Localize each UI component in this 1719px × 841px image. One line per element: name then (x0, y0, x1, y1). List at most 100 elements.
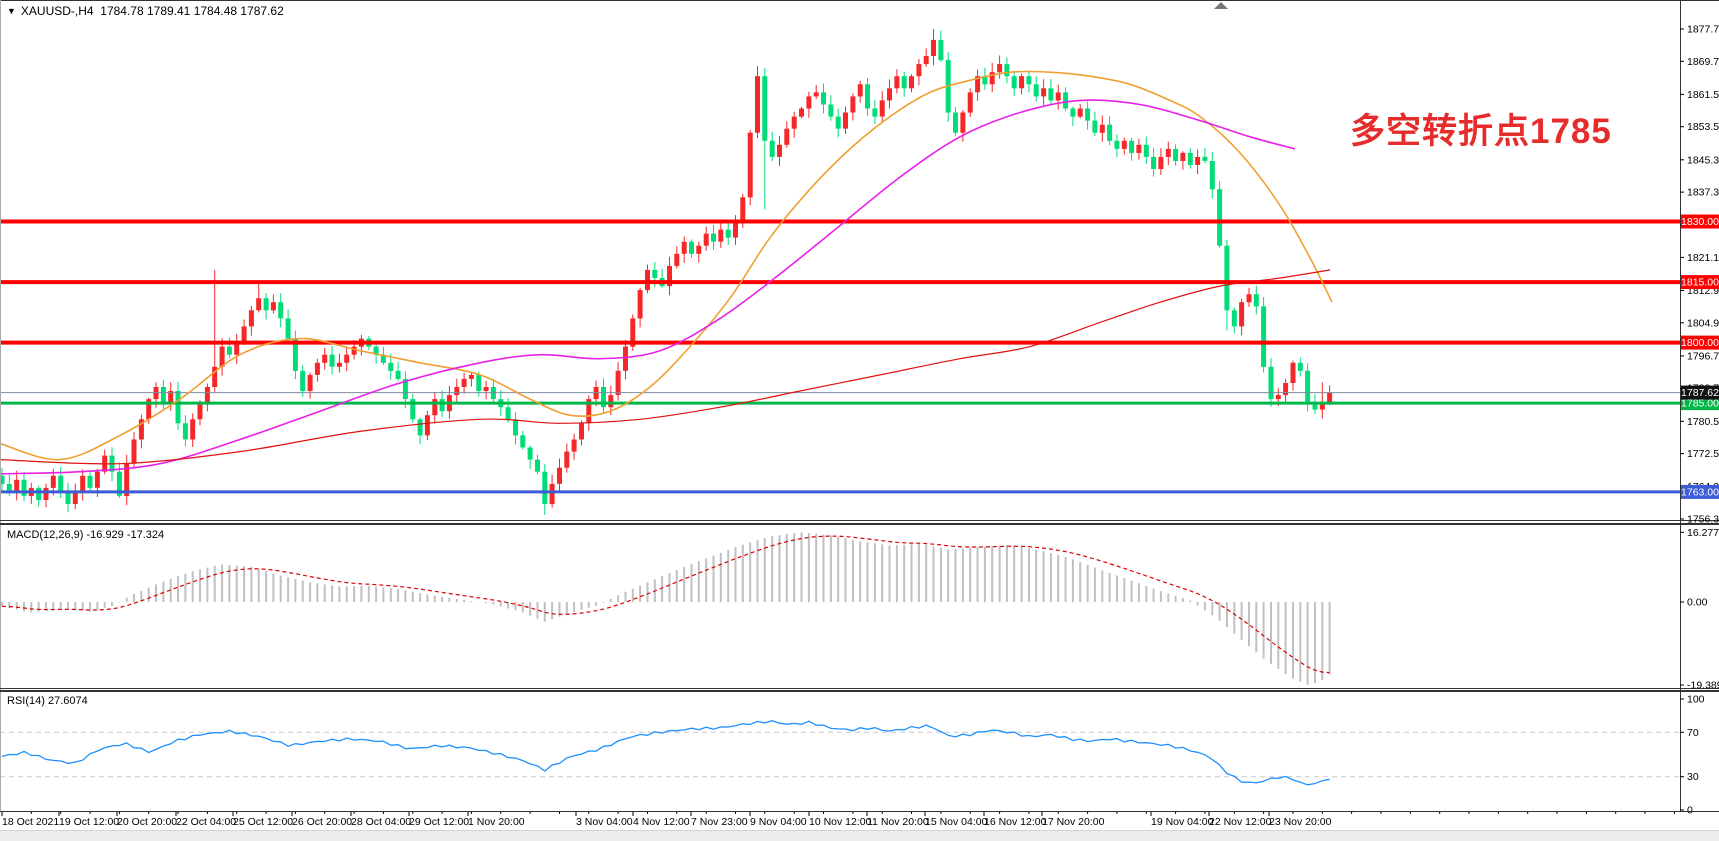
candle-body (1063, 92, 1069, 109)
price-axis-label: 1877.70 (1687, 24, 1719, 36)
candle-body (263, 298, 269, 311)
candle-body (21, 479, 27, 496)
candle-body (424, 415, 430, 436)
candle-body (887, 88, 892, 101)
rsi-value: 27.6074 (47, 695, 88, 707)
candle-body (967, 92, 973, 113)
candle-body (432, 399, 438, 416)
candle-body (65, 491, 71, 504)
candle-body (857, 84, 863, 97)
chart-shift-marker-icon (1214, 2, 1228, 9)
candle-body (168, 391, 174, 404)
macd-axis-label: -19.389 (1687, 680, 1719, 692)
candle-body (850, 96, 856, 113)
candle-body (894, 76, 900, 89)
price-axis-label: 1772.50 (1687, 448, 1719, 460)
candle-body (1165, 148, 1171, 157)
candle-body (241, 326, 247, 343)
candle-body (461, 378, 467, 387)
rsi-name: RSI(14) (7, 695, 45, 707)
time-axis-label: 29 Oct 12:00 (409, 816, 469, 828)
candle-body (901, 76, 907, 89)
candle-body (336, 362, 342, 367)
time-axis-label: 22 Oct 04:00 (176, 816, 236, 828)
candle-body (226, 346, 232, 355)
status-strip (0, 830, 1719, 841)
candle-body (131, 439, 137, 464)
candle-body (923, 56, 929, 65)
candle-body (1070, 108, 1076, 117)
candle-body (989, 72, 995, 85)
rsi-axis-label: 30 (1687, 771, 1699, 783)
candle-body (938, 39, 944, 61)
candle-body (579, 423, 584, 440)
candle-body (1239, 302, 1245, 327)
candle-body (1312, 403, 1318, 410)
candle-body (828, 104, 834, 117)
symbol-dropdown-icon[interactable]: ▼ (7, 6, 16, 16)
time-axis-label: 1 Nov 20:00 (468, 816, 525, 828)
candle-body (410, 399, 416, 420)
candle-body (1253, 294, 1259, 307)
candle-body (1092, 120, 1098, 133)
candle-body (395, 370, 401, 379)
candle-body (175, 391, 181, 424)
price-axis-label: 1845.30 (1687, 154, 1719, 166)
candle-body (975, 76, 981, 93)
candle-body (1261, 306, 1267, 367)
candle-body (329, 354, 335, 367)
candle-body (1268, 366, 1274, 400)
candle-body (219, 346, 225, 367)
candle-body (417, 419, 423, 436)
rsi-indicator-label: RSI(14) 27.6074 (7, 695, 88, 707)
candle-body (182, 423, 188, 440)
candle-body (865, 84, 870, 109)
candle-body (94, 471, 100, 488)
candle-body (681, 241, 687, 254)
candle-body (314, 362, 320, 375)
candle-body (1114, 140, 1120, 149)
time-axis-label: 11 Nov 20:00 (867, 816, 929, 828)
candle-body (307, 374, 313, 391)
candle-body (1011, 76, 1017, 89)
candle-body (1217, 189, 1223, 246)
candle-body (909, 76, 914, 89)
candle-body (916, 64, 922, 77)
candle-body (769, 140, 775, 157)
rsi-line (1, 720, 1330, 786)
rsi-axis-label: 100 (1687, 694, 1705, 706)
candle-body (1231, 310, 1237, 327)
candle-body (1077, 108, 1083, 117)
candle-body (513, 419, 518, 436)
candle-body (204, 387, 210, 404)
annotation-text-object: 多空转折点1785 (1350, 112, 1612, 151)
time-axis-label: 20 Oct 20:00 (117, 816, 177, 828)
candle-body (402, 378, 408, 400)
candle-body (80, 475, 86, 492)
candle-body (1107, 124, 1113, 141)
candle-body (1055, 92, 1061, 101)
candle-body (1297, 362, 1303, 371)
candle-body (1209, 161, 1215, 190)
price-badge (1681, 275, 1719, 290)
symbol-ohlc-title: ▼ XAUUSD-,H4 1784.78 1789.41 1784.48 1787… (7, 4, 284, 18)
price-badge-label: 1815.00 (1681, 277, 1719, 289)
candle-body (791, 116, 797, 129)
candle-body (234, 342, 240, 355)
candle-body (953, 112, 958, 133)
candle-body (806, 96, 812, 109)
candle-body (124, 463, 130, 496)
candle-body (711, 233, 716, 242)
candle-body (6, 483, 12, 492)
candle-body (1187, 152, 1193, 165)
candle-body (1173, 148, 1179, 161)
candle-body (542, 471, 548, 504)
candle-body (674, 253, 680, 266)
candle-body (380, 354, 386, 363)
candle-body (14, 479, 20, 492)
candle-body (190, 419, 196, 440)
candle-body (725, 229, 731, 238)
candle-body (623, 346, 628, 371)
